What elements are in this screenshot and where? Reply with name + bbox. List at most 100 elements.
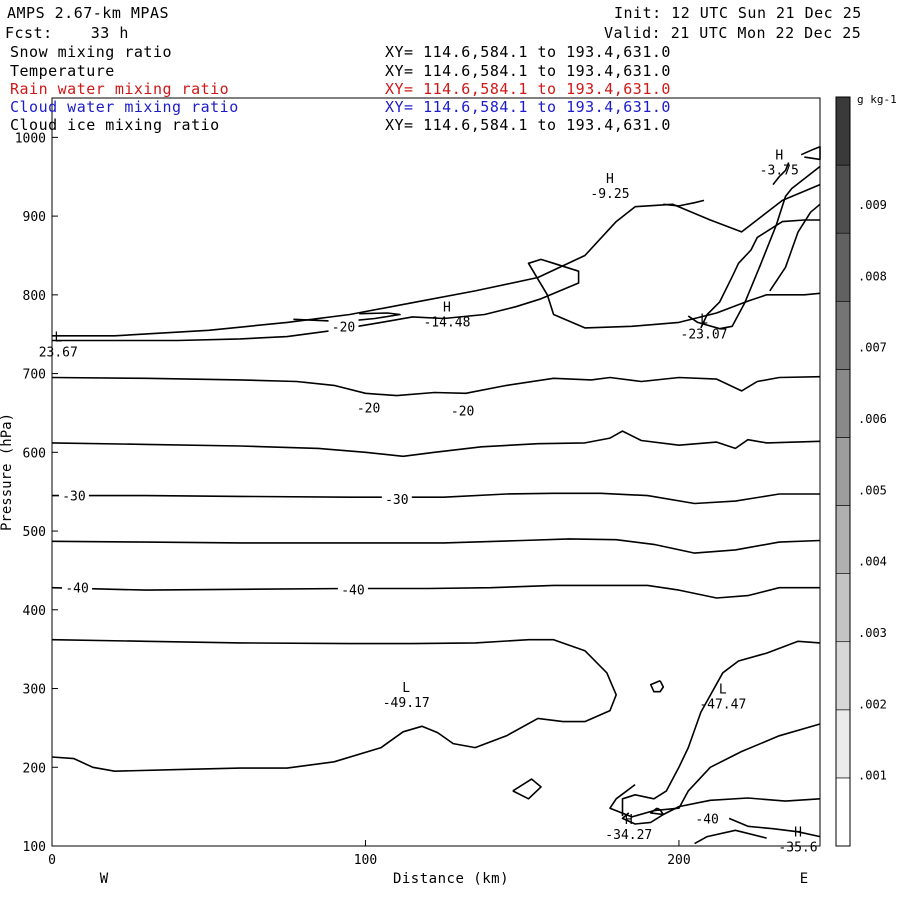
field-name-cloud-ice: Cloud ice mixing ratio (10, 116, 220, 134)
extremum-value: 23.67 (39, 345, 78, 360)
colorbar-swatch (835, 232, 851, 302)
extremum-value: -34.27 (605, 828, 652, 843)
temperature-contour (609, 723, 821, 818)
colorbar-swatch (835, 96, 851, 166)
extremum-value: -35.6 (778, 841, 817, 856)
temperature-contour (51, 538, 821, 554)
temperature-contour (728, 817, 821, 838)
temperature-contour (649, 679, 665, 693)
high-marker: H (794, 826, 802, 841)
temperature-contour (700, 219, 820, 329)
temperature-contour (800, 146, 821, 161)
contour-label-bg (447, 402, 478, 418)
high-marker: H (775, 149, 783, 164)
y-tick-label: 400 (23, 604, 46, 619)
field-xy-cloud-water: XY= 114.6,584.1 to 193.4,631.0 (385, 98, 671, 116)
y-tick-label: 100 (23, 840, 46, 855)
y-tick-label: 900 (23, 210, 46, 225)
contour-label: -40 (341, 583, 364, 598)
temperature-contour (512, 778, 542, 800)
field-name-cloud-water: Cloud water mixing ratio (10, 98, 239, 116)
temperature-contour (51, 638, 617, 772)
high-marker: H (443, 301, 451, 316)
colorbar-tick-label: .006 (858, 412, 887, 426)
colorbar-tick-label: .008 (858, 269, 887, 283)
field-xy-snow: XY= 114.6,584.1 to 193.4,631.0 (385, 43, 671, 61)
y-tick-label: 1000 (15, 131, 46, 146)
y-tick-label: 700 (23, 368, 46, 383)
colorbar-swatch (835, 164, 851, 234)
temperature-contour (769, 203, 821, 292)
field-name-rain: Rain water mixing ratio (10, 80, 230, 98)
contour-label: -20 (332, 320, 355, 335)
field-xy-temperature: XY= 114.6,584.1 to 193.4,631.0 (385, 62, 671, 80)
temperature-contour (52, 492, 820, 505)
y-tick-label: 600 (23, 446, 46, 461)
model-title: AMPS 2.67-km MPAS (7, 4, 170, 22)
high-marker: H (606, 172, 614, 187)
contour-label: -30 (385, 493, 408, 508)
field-name-temperature: Temperature (10, 62, 115, 80)
y-tick-label: 300 (23, 683, 46, 698)
temperature-contour (621, 640, 821, 817)
colorbar-swatch (835, 505, 851, 574)
contour-label-bg (58, 487, 89, 503)
temperature-contour (772, 162, 790, 186)
y-tick-label: 500 (23, 525, 46, 540)
temperature-contour (649, 807, 665, 816)
contour-label: -40 (65, 582, 88, 597)
colorbar-tick-label: .009 (858, 198, 887, 212)
colorbar-tick-label: .002 (858, 697, 887, 711)
colorbar-swatch (835, 573, 851, 643)
colorbar-tick-label: .007 (858, 341, 887, 355)
low-marker: L (719, 682, 727, 697)
low-marker: L (700, 312, 708, 327)
colorbar-swatch (835, 369, 851, 438)
colorbar-swatch (835, 300, 851, 370)
init-time: Init: 12 UTC Sun 21 Dec 25 (614, 4, 862, 22)
extremum-value: -3.75 (760, 164, 799, 179)
field-xy-cloud-ice: XY= 114.6,584.1 to 193.4,631.0 (385, 116, 671, 134)
contour-label: -20 (357, 401, 380, 416)
temperature-contour (687, 165, 821, 330)
extremum-value: -9.25 (590, 187, 629, 202)
colorbar-tick-label: .005 (858, 483, 887, 497)
east-label: E (800, 871, 808, 887)
field-xy-rain: XY= 114.6,584.1 to 193.4,631.0 (385, 80, 671, 98)
y-axis-label: Pressure (hPa) (0, 413, 15, 531)
contour-label-bg (381, 490, 412, 506)
x-axis-label: Distance (km) (393, 871, 509, 887)
colorbar-tick-label: .004 (858, 555, 887, 569)
temperature-contour (51, 430, 821, 458)
contour-label-bg (62, 579, 93, 595)
colorbar-unit: g kg-1 (857, 93, 897, 106)
contour-label: -20 (451, 405, 474, 420)
colorbar-frame (835, 96, 851, 847)
colorbar-tick-label: .001 (858, 769, 887, 783)
temperature-contour (51, 584, 820, 599)
low-marker: L (402, 681, 410, 696)
west-label: W (100, 871, 109, 887)
low-marker: L (54, 330, 62, 345)
temperature-contour (621, 797, 821, 825)
y-tick-label: 200 (23, 761, 46, 776)
colorbar-tick-label: .003 (858, 626, 887, 640)
contour-label-bg (337, 581, 368, 597)
colorbar-swatch (835, 641, 851, 711)
temperature-contour (694, 829, 767, 845)
temperature-contour (52, 183, 821, 337)
x-tick-label: 200 (667, 853, 690, 868)
contour-label-bg (353, 399, 384, 415)
high-marker: H (625, 813, 633, 828)
contour-label-bg (328, 318, 359, 334)
extremum-value: -49.17 (383, 696, 430, 711)
extremum-value: -14.48 (423, 316, 470, 331)
extremum-value: -47.47 (699, 697, 746, 712)
temperature-contour (52, 258, 821, 342)
forecast-hour: Fcst: 33 h (5, 24, 129, 42)
contour-label-bg (692, 810, 723, 826)
temperature-contour (663, 199, 705, 207)
contour-label: -30 (62, 490, 85, 505)
x-tick-label: 100 (354, 853, 377, 868)
